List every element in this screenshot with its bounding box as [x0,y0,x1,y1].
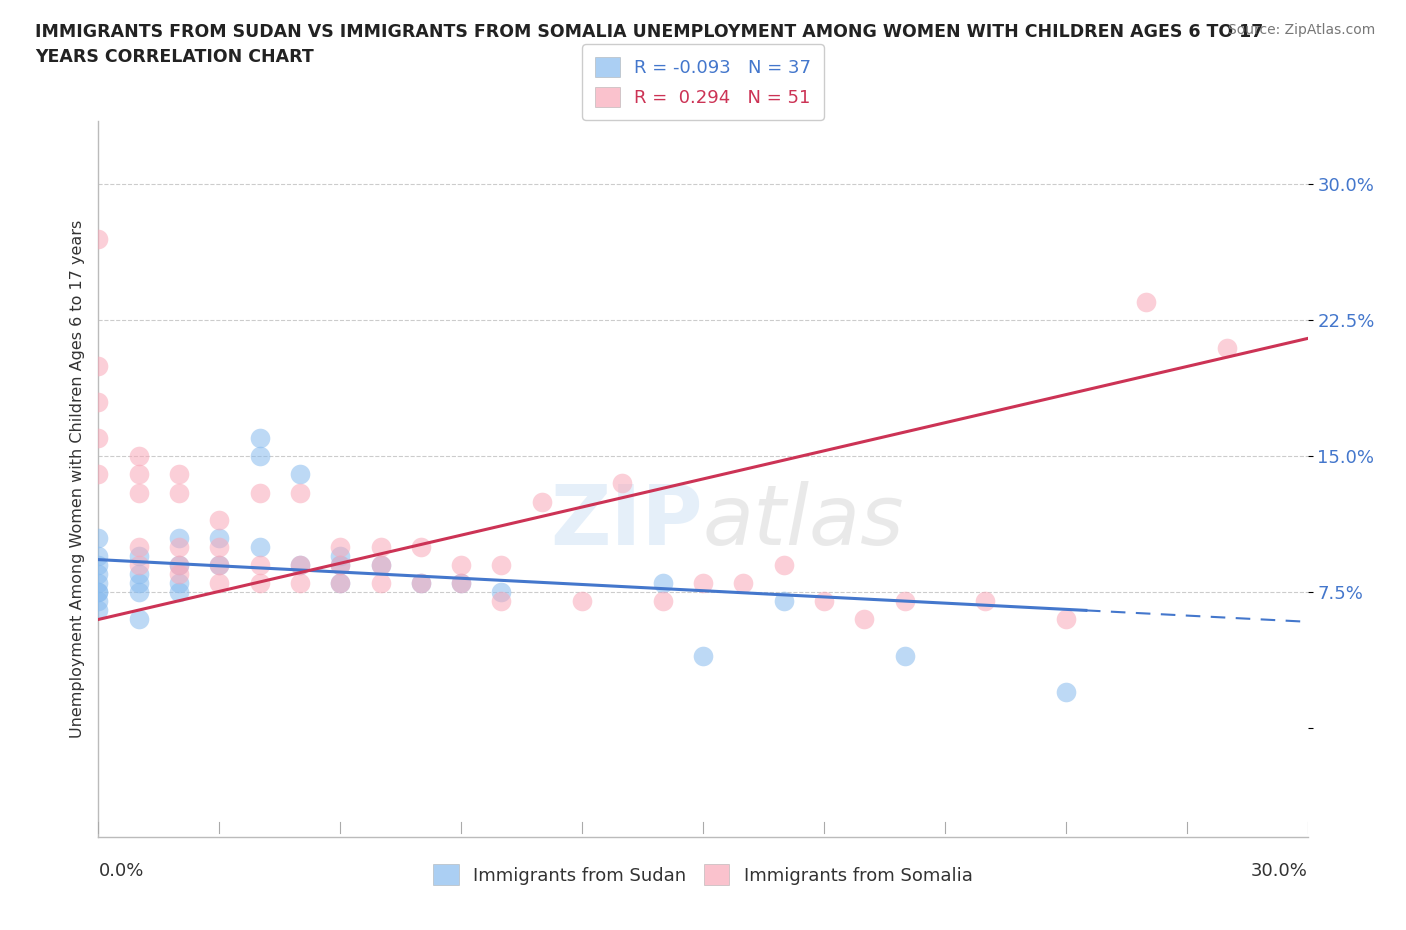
Point [128,566,150,581]
Point [167,558,190,573]
Point [692,576,714,591]
Point [167,467,190,482]
Point [87,585,110,600]
Point [772,558,794,573]
Point [87,431,110,445]
Point [128,576,150,591]
Point [249,449,271,464]
Point [128,467,150,482]
Point [87,585,110,600]
Point [87,394,110,409]
Point [249,576,271,591]
Point [87,576,110,591]
Point [167,530,190,545]
Point [329,539,352,554]
Point [450,558,472,573]
Point [128,549,150,564]
Point [491,594,513,609]
Point [167,585,190,600]
Point [167,576,190,591]
Point [167,558,190,573]
Point [329,558,352,573]
Point [370,539,392,554]
Point [450,576,472,591]
Text: Source: ZipAtlas.com: Source: ZipAtlas.com [1227,23,1375,37]
Point [87,358,110,373]
Point [208,512,231,527]
Point [249,485,271,500]
Point [288,576,311,591]
Point [167,485,190,500]
Point [692,648,714,663]
Point [87,566,110,581]
Text: ZIP: ZIP [551,482,703,563]
Point [87,594,110,609]
Point [329,549,352,564]
Point [651,576,673,591]
Text: 0.0%: 0.0% [98,862,143,881]
Point [813,594,835,609]
Point [249,558,271,573]
Point [450,576,472,591]
Point [87,549,110,564]
Point [288,558,311,573]
Point [208,530,231,545]
Point [370,558,392,573]
Point [893,594,915,609]
Point [87,530,110,545]
Point [288,558,311,573]
Y-axis label: Unemployment Among Women with Children Ages 6 to 17 years: Unemployment Among Women with Children A… [69,219,84,738]
Point [128,558,150,573]
Point [409,539,432,554]
Point [409,576,432,591]
Point [329,576,352,591]
Point [772,594,794,609]
Point [208,558,231,573]
Point [288,467,311,482]
Text: 30.0%: 30.0% [1251,862,1308,881]
Point [409,576,432,591]
Point [853,612,876,627]
Point [249,431,271,445]
Point [1135,295,1157,310]
Point [974,594,997,609]
Point [571,594,593,609]
Point [249,539,271,554]
Point [491,558,513,573]
Point [370,558,392,573]
Point [651,594,673,609]
Point [329,558,352,573]
Point [128,485,150,500]
Point [167,539,190,554]
Point [128,585,150,600]
Text: YEARS CORRELATION CHART: YEARS CORRELATION CHART [35,48,314,66]
Text: atlas: atlas [703,482,904,563]
Point [530,494,553,509]
Point [1054,612,1077,627]
Point [1216,340,1239,355]
Point [87,603,110,618]
Point [87,232,110,246]
Point [208,558,231,573]
Point [128,612,150,627]
Point [370,576,392,591]
Point [208,576,231,591]
Legend: Immigrants from Sudan, Immigrants from Somalia: Immigrants from Sudan, Immigrants from S… [426,857,980,893]
Point [612,476,634,491]
Point [128,539,150,554]
Point [128,449,150,464]
Point [167,566,190,581]
Point [491,585,513,600]
Point [733,576,755,591]
Point [329,576,352,591]
Point [1054,684,1077,699]
Point [87,467,110,482]
Point [87,558,110,573]
Point [288,485,311,500]
Point [893,648,915,663]
Text: IMMIGRANTS FROM SUDAN VS IMMIGRANTS FROM SOMALIA UNEMPLOYMENT AMONG WOMEN WITH C: IMMIGRANTS FROM SUDAN VS IMMIGRANTS FROM… [35,23,1264,41]
Point [208,539,231,554]
